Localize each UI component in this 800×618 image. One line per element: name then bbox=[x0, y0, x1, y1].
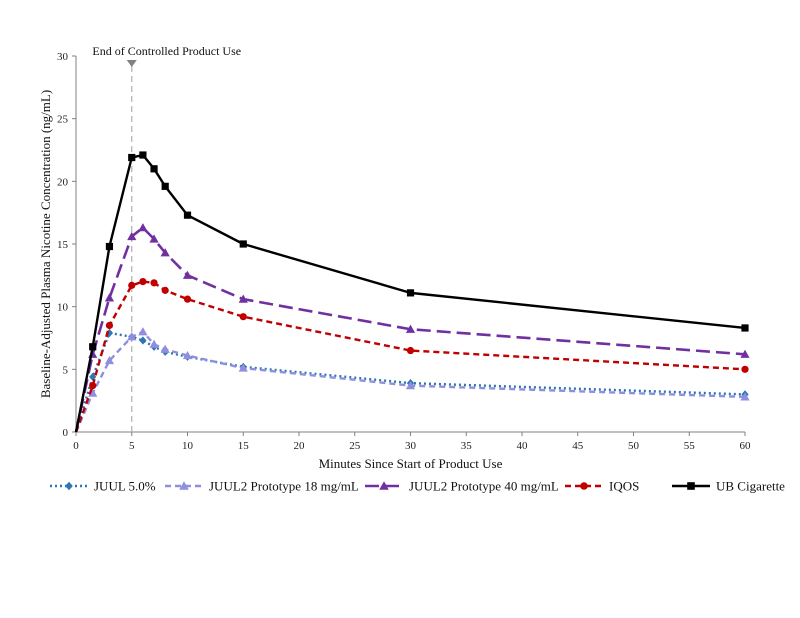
data-point bbox=[740, 349, 750, 358]
data-point bbox=[238, 294, 248, 303]
x-tick-label: 60 bbox=[740, 440, 752, 452]
data-point bbox=[741, 365, 749, 373]
legend-label: UB Cigarette bbox=[716, 479, 785, 494]
legend-marker bbox=[179, 481, 189, 490]
x-tick-label: 20 bbox=[294, 440, 306, 452]
legend: JUUL 5.0% JUUL2 Prototype 18 mg/mL JUUL2 P… bbox=[50, 479, 785, 494]
data-point bbox=[105, 328, 114, 338]
axes: 0 5 10 15 20 25 30 0 5 10 15 20 25 30 35 40 45 50 55 60 bbox=[57, 51, 751, 452]
series-layer bbox=[74, 151, 750, 433]
legend-label: IQOS bbox=[609, 479, 639, 494]
legend-marker bbox=[379, 481, 389, 490]
annotation-arrow-icon bbox=[126, 60, 137, 67]
series-iqos bbox=[74, 278, 749, 433]
legend-label: JUUL2 Prototype 40 mg/mL bbox=[409, 479, 559, 494]
y-tick-label: 15 bbox=[57, 239, 69, 251]
data-point bbox=[88, 388, 98, 397]
legend-item: JUUL2 Prototype 18 mg/mL bbox=[165, 479, 359, 494]
data-point bbox=[740, 392, 750, 401]
legend-label: JUUL2 Prototype 18 mg/mL bbox=[209, 479, 359, 494]
x-tick-label: 40 bbox=[517, 440, 529, 452]
data-point bbox=[161, 286, 169, 294]
data-point bbox=[160, 248, 170, 257]
x-tick-label: 55 bbox=[684, 440, 696, 452]
annotation-group: End of Controlled Product Use bbox=[92, 44, 241, 432]
annotation-label: End of Controlled Product Use bbox=[92, 44, 241, 58]
data-point bbox=[105, 242, 114, 251]
y-tick-label: 30 bbox=[57, 51, 69, 63]
legend-marker bbox=[580, 482, 588, 490]
data-point bbox=[127, 332, 137, 341]
data-point bbox=[150, 279, 158, 287]
data-point bbox=[139, 278, 147, 286]
x-axis-title: Minutes Since Start of Product Use bbox=[319, 456, 503, 471]
legend-marker bbox=[65, 481, 73, 491]
data-point bbox=[161, 182, 169, 190]
data-point bbox=[149, 339, 159, 348]
legend-item: UB Cigarette bbox=[672, 479, 785, 494]
data-point bbox=[405, 381, 416, 390]
y-tick-label: 20 bbox=[57, 176, 69, 188]
data-point bbox=[183, 211, 192, 219]
series-ub-cigarette bbox=[74, 151, 749, 433]
series-juul-5-0 bbox=[74, 328, 749, 433]
series-juul2-prototype-40-mg-ml bbox=[74, 223, 750, 433]
data-point bbox=[239, 313, 247, 321]
y-tick-label: 0 bbox=[63, 427, 69, 439]
data-point bbox=[104, 355, 115, 365]
data-point bbox=[182, 350, 193, 360]
data-point bbox=[405, 324, 416, 333]
data-point bbox=[104, 293, 115, 302]
x-tick-label: 45 bbox=[572, 440, 584, 452]
x-tick-label: 0 bbox=[73, 440, 79, 452]
data-point bbox=[138, 327, 148, 336]
legend-marker bbox=[687, 482, 695, 490]
data-point bbox=[182, 270, 193, 279]
data-point bbox=[406, 346, 415, 355]
series-juul2-prototype-18-mg-ml bbox=[74, 327, 750, 433]
x-tick-label: 15 bbox=[238, 440, 250, 452]
data-point bbox=[139, 336, 147, 345]
data-point bbox=[89, 382, 97, 390]
data-point bbox=[239, 240, 247, 248]
data-point bbox=[128, 281, 136, 289]
data-point bbox=[139, 151, 147, 159]
data-point bbox=[150, 165, 158, 173]
y-tick-label: 10 bbox=[57, 302, 69, 314]
legend-label: JUUL 5.0% bbox=[94, 479, 156, 494]
legend-item: IQOS bbox=[565, 479, 639, 494]
x-tick-label: 25 bbox=[349, 440, 361, 452]
legend-item: JUUL2 Prototype 40 mg/mL bbox=[365, 479, 559, 494]
x-tick-label: 35 bbox=[461, 440, 473, 452]
x-tick-label: 10 bbox=[182, 440, 194, 452]
y-tick-label: 5 bbox=[63, 364, 69, 376]
data-point bbox=[105, 321, 114, 330]
data-point bbox=[128, 153, 136, 162]
data-point bbox=[89, 343, 97, 351]
legend-item: JUUL 5.0% bbox=[50, 479, 156, 494]
data-point bbox=[183, 295, 192, 303]
data-point bbox=[127, 231, 137, 241]
data-point bbox=[160, 344, 170, 353]
x-tick-label: 5 bbox=[129, 440, 135, 452]
data-point bbox=[406, 289, 415, 297]
series-line bbox=[74, 280, 746, 433]
data-point bbox=[741, 324, 749, 332]
data-point bbox=[238, 363, 248, 372]
data-point bbox=[149, 234, 159, 243]
data-point bbox=[138, 223, 148, 232]
x-tick-label: 50 bbox=[628, 440, 640, 452]
x-tick-label: 30 bbox=[405, 440, 417, 452]
y-tick-label: 25 bbox=[57, 114, 69, 126]
y-axis-title: Baseline-Adjusted Plasma Nicotine Concen… bbox=[38, 90, 53, 398]
